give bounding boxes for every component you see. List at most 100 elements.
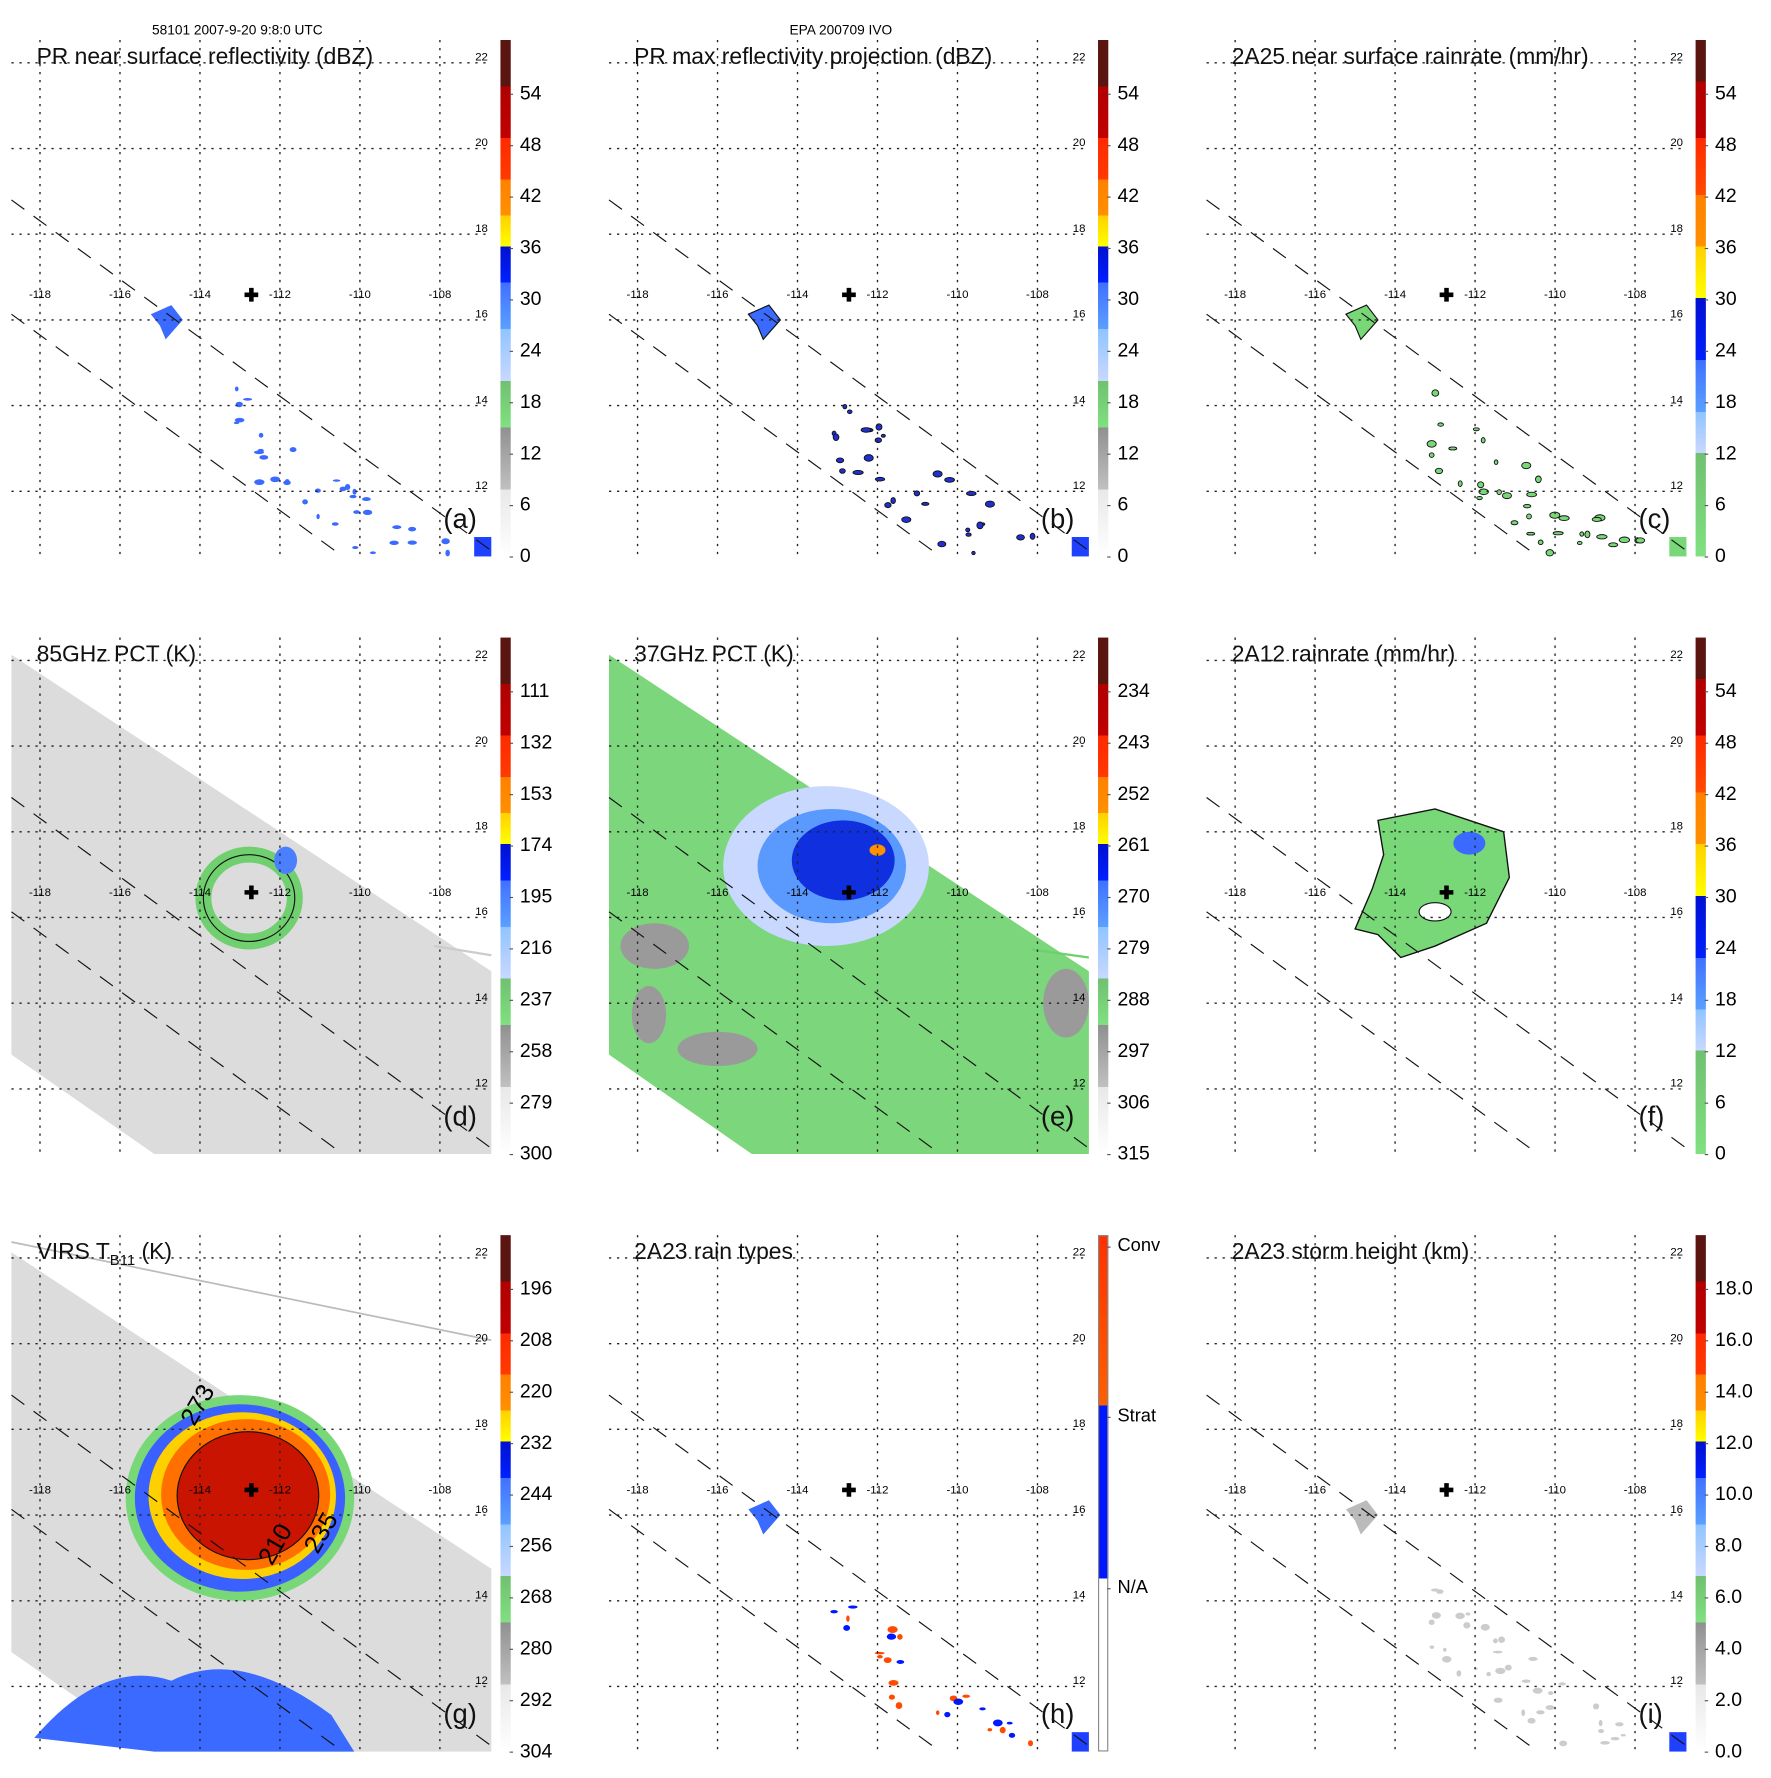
echo-cell bbox=[1598, 1728, 1605, 1734]
echo-cell bbox=[1521, 461, 1532, 470]
echo-cell bbox=[880, 433, 886, 438]
echo-cell bbox=[1537, 539, 1544, 546]
echo-cell bbox=[1501, 492, 1512, 500]
echo-cell bbox=[1615, 1722, 1624, 1727]
echo-cell bbox=[339, 486, 347, 492]
latitude-label: 22 bbox=[1073, 1247, 1086, 1259]
echo-cell bbox=[1558, 1682, 1566, 1686]
echo-cell bbox=[1523, 503, 1532, 509]
swath-edge-dashed bbox=[11, 797, 492, 1149]
latitude-label: 14 bbox=[475, 394, 488, 406]
longitude-label: -108 bbox=[428, 289, 451, 301]
longitude-label: -114 bbox=[787, 1484, 810, 1496]
echo-cell bbox=[331, 522, 339, 526]
echo-cell bbox=[984, 500, 995, 508]
warm-patch bbox=[631, 986, 667, 1044]
echo-cell bbox=[888, 1680, 899, 1686]
panel-title: PR max reflectivity projection (dBZ) bbox=[634, 45, 992, 71]
echo-cell bbox=[1437, 422, 1444, 427]
latitude-label: 14 bbox=[1670, 1589, 1683, 1601]
swath-edge-dashed bbox=[608, 199, 1090, 552]
echo-cell bbox=[1477, 481, 1485, 489]
map-plot: -118 22 -116 20 -114 18 -112 16 -110 14 -108 12 bbox=[608, 637, 1090, 1155]
colorbar bbox=[1695, 637, 1706, 1155]
echo-cell bbox=[1559, 1740, 1568, 1747]
colorbar-tick-label: 42 bbox=[1107, 185, 1140, 207]
echo-cell bbox=[843, 1624, 851, 1631]
echo-cell bbox=[895, 1702, 903, 1709]
colorbar-tick-label: 42 bbox=[509, 185, 542, 207]
latitude-label: 16 bbox=[1670, 906, 1683, 918]
echo-cell bbox=[1610, 1736, 1620, 1741]
colorbar-tick-label: 48 bbox=[1704, 133, 1737, 156]
colorbar-tick-label: 0.0 bbox=[1704, 1740, 1743, 1762]
longitude-label: -110 bbox=[1544, 887, 1566, 899]
panel-title-text: 2A23 storm height (km) bbox=[1231, 1239, 1470, 1265]
echo-cell bbox=[897, 1634, 903, 1640]
latitude-label: 22 bbox=[1073, 649, 1086, 661]
echo-cell bbox=[289, 447, 297, 453]
echo-cell bbox=[1527, 1717, 1536, 1724]
latitude-label: 22 bbox=[1073, 52, 1086, 64]
warm-patch bbox=[677, 1031, 758, 1067]
echo-cell bbox=[1431, 389, 1440, 397]
latitude-label: 14 bbox=[1670, 394, 1683, 406]
echo-cell bbox=[1493, 1638, 1498, 1644]
echo-cell bbox=[1596, 534, 1608, 540]
colorbar-tick-label: 252 bbox=[1107, 782, 1150, 805]
map-plot: -118 22 -116 20 -114 18 -112 16 -110 14 -108 12 bbox=[1206, 1235, 1687, 1753]
panel-letter: (e) bbox=[1040, 1101, 1075, 1133]
latitude-label: 20 bbox=[1073, 735, 1086, 747]
colorbar bbox=[500, 1235, 511, 1752]
echo-cell bbox=[349, 494, 357, 499]
colorbar-tick-label: 24 bbox=[1107, 339, 1140, 362]
longitude-label: -108 bbox=[428, 887, 451, 899]
echo-cell bbox=[835, 457, 845, 464]
panel-letter: (h) bbox=[1040, 1699, 1075, 1730]
panel-e: -118 22 -116 20 -114 18 -112 16 -110 14 -108 12 37GH… bbox=[608, 637, 1203, 1181]
echo-cell bbox=[1526, 513, 1532, 520]
latitude-label: 14 bbox=[475, 992, 488, 1004]
echo-cell bbox=[1428, 452, 1435, 458]
colorbar-tick-label: 304 bbox=[509, 1740, 553, 1762]
latitude-label: 12 bbox=[475, 480, 488, 492]
echo-cell bbox=[353, 510, 360, 514]
latitude-label: 22 bbox=[1670, 649, 1683, 661]
longitude-label: -114 bbox=[1384, 1484, 1407, 1496]
echo-cell bbox=[270, 476, 281, 483]
panel-d: -118 22 -116 20 -114 18 -112 16 -110 14 -108 12 85GH… bbox=[11, 637, 605, 1181]
echo-cell bbox=[445, 549, 450, 557]
echo-cell bbox=[1480, 1623, 1490, 1631]
echo-cell bbox=[1498, 1636, 1506, 1644]
swath-edge-dashed bbox=[608, 313, 941, 557]
colorbar-tick-label: 256 bbox=[509, 1534, 553, 1557]
colorbar-tick-label: 0 bbox=[509, 545, 531, 567]
colorbar-tick-label: 270 bbox=[1107, 885, 1150, 908]
echo-cell bbox=[1558, 515, 1570, 522]
eye bbox=[1418, 902, 1452, 922]
echo-cell bbox=[1528, 1656, 1538, 1661]
colorbar-tick-label: 195 bbox=[509, 885, 553, 908]
colorbar-tick-label: 244 bbox=[509, 1483, 553, 1505]
latitude-label: 20 bbox=[475, 137, 488, 149]
panel-i: -118 22 -116 20 -114 18 -112 16 -110 14 -108 12 2A23… bbox=[1206, 1235, 1771, 1778]
echo-cell bbox=[243, 397, 253, 401]
echo-cell bbox=[1592, 1703, 1600, 1710]
map-plot: -118 22 -116 20 -114 18 -112 16 -110 14 -108 12 bbox=[608, 39, 1090, 557]
echo-cell bbox=[877, 1655, 883, 1659]
longitude-label: -110 bbox=[1544, 289, 1566, 301]
echo-cell bbox=[1455, 1612, 1465, 1620]
echo-cell bbox=[1545, 549, 1555, 557]
echo-cell bbox=[1443, 1647, 1447, 1652]
colorbar-tick-label: 306 bbox=[1107, 1091, 1150, 1113]
echo-cell bbox=[890, 497, 896, 504]
panel-title: 2A23 rain types bbox=[634, 1240, 793, 1266]
latitude-label: 18 bbox=[1073, 821, 1086, 833]
swath-edge-dashed bbox=[1206, 797, 1687, 1149]
latitude-label: 18 bbox=[475, 1418, 488, 1430]
latitude-label: 18 bbox=[475, 821, 488, 833]
echo-cell bbox=[1476, 495, 1483, 501]
echo-cell bbox=[1496, 489, 1502, 495]
colorbar-tick-label: 24 bbox=[1704, 339, 1737, 362]
latitude-label: 22 bbox=[1670, 1247, 1683, 1259]
